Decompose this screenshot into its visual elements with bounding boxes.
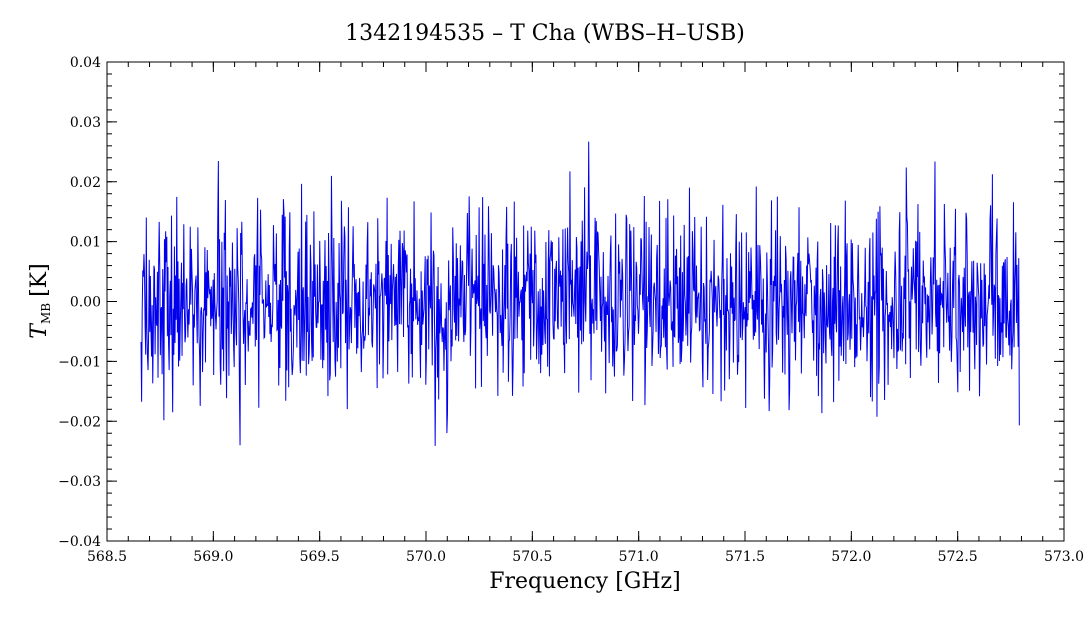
x-tick-label: 571.0 [619,549,659,565]
spectrum-series-line [140,141,1020,446]
x-axis: 568.5 569.0 569.5 570.0 570.5 571.0 571.5 572.0… [87,62,1084,565]
y-tick-label: 0.04 [70,55,101,71]
y-axis: −0.04 −0.03 −0.02 −0.01 0.00 0.01 0.02 0.03 0.04 [58,55,1064,550]
y-tick-label: −0.03 [58,474,101,490]
y-axis-title-unit: [K] [27,263,52,297]
plot-area [140,141,1020,446]
x-tick-label: 570.0 [406,549,446,565]
y-axis-title: TMB [K] [27,263,53,338]
x-tick-label: 572.0 [831,549,871,565]
x-tick-label: 572.5 [938,549,978,565]
x-axis-title: Frequency [GHz] [489,569,681,594]
x-tick-label: 569.5 [300,549,340,565]
x-tick-label: 573.0 [1044,549,1084,565]
chart-title: 1342194535 – T Cha (WBS–H–USB) [345,21,745,46]
x-tick-label: 569.0 [193,549,233,565]
x-tick-label: 571.5 [725,549,765,565]
y-tick-label: 0.03 [70,115,101,131]
y-tick-label: 0.01 [70,235,101,251]
y-tick-label: −0.01 [58,354,101,370]
y-tick-label: −0.04 [58,534,101,550]
x-tick-label: 568.5 [87,549,127,565]
y-axis-title-subscript: MB [39,303,53,324]
y-tick-label: 0.02 [70,175,101,191]
y-tick-label: −0.02 [58,414,101,430]
x-tick-label: 570.5 [512,549,552,565]
y-tick-label: 0.00 [70,295,101,311]
y-axis-title-main: T [27,322,52,339]
